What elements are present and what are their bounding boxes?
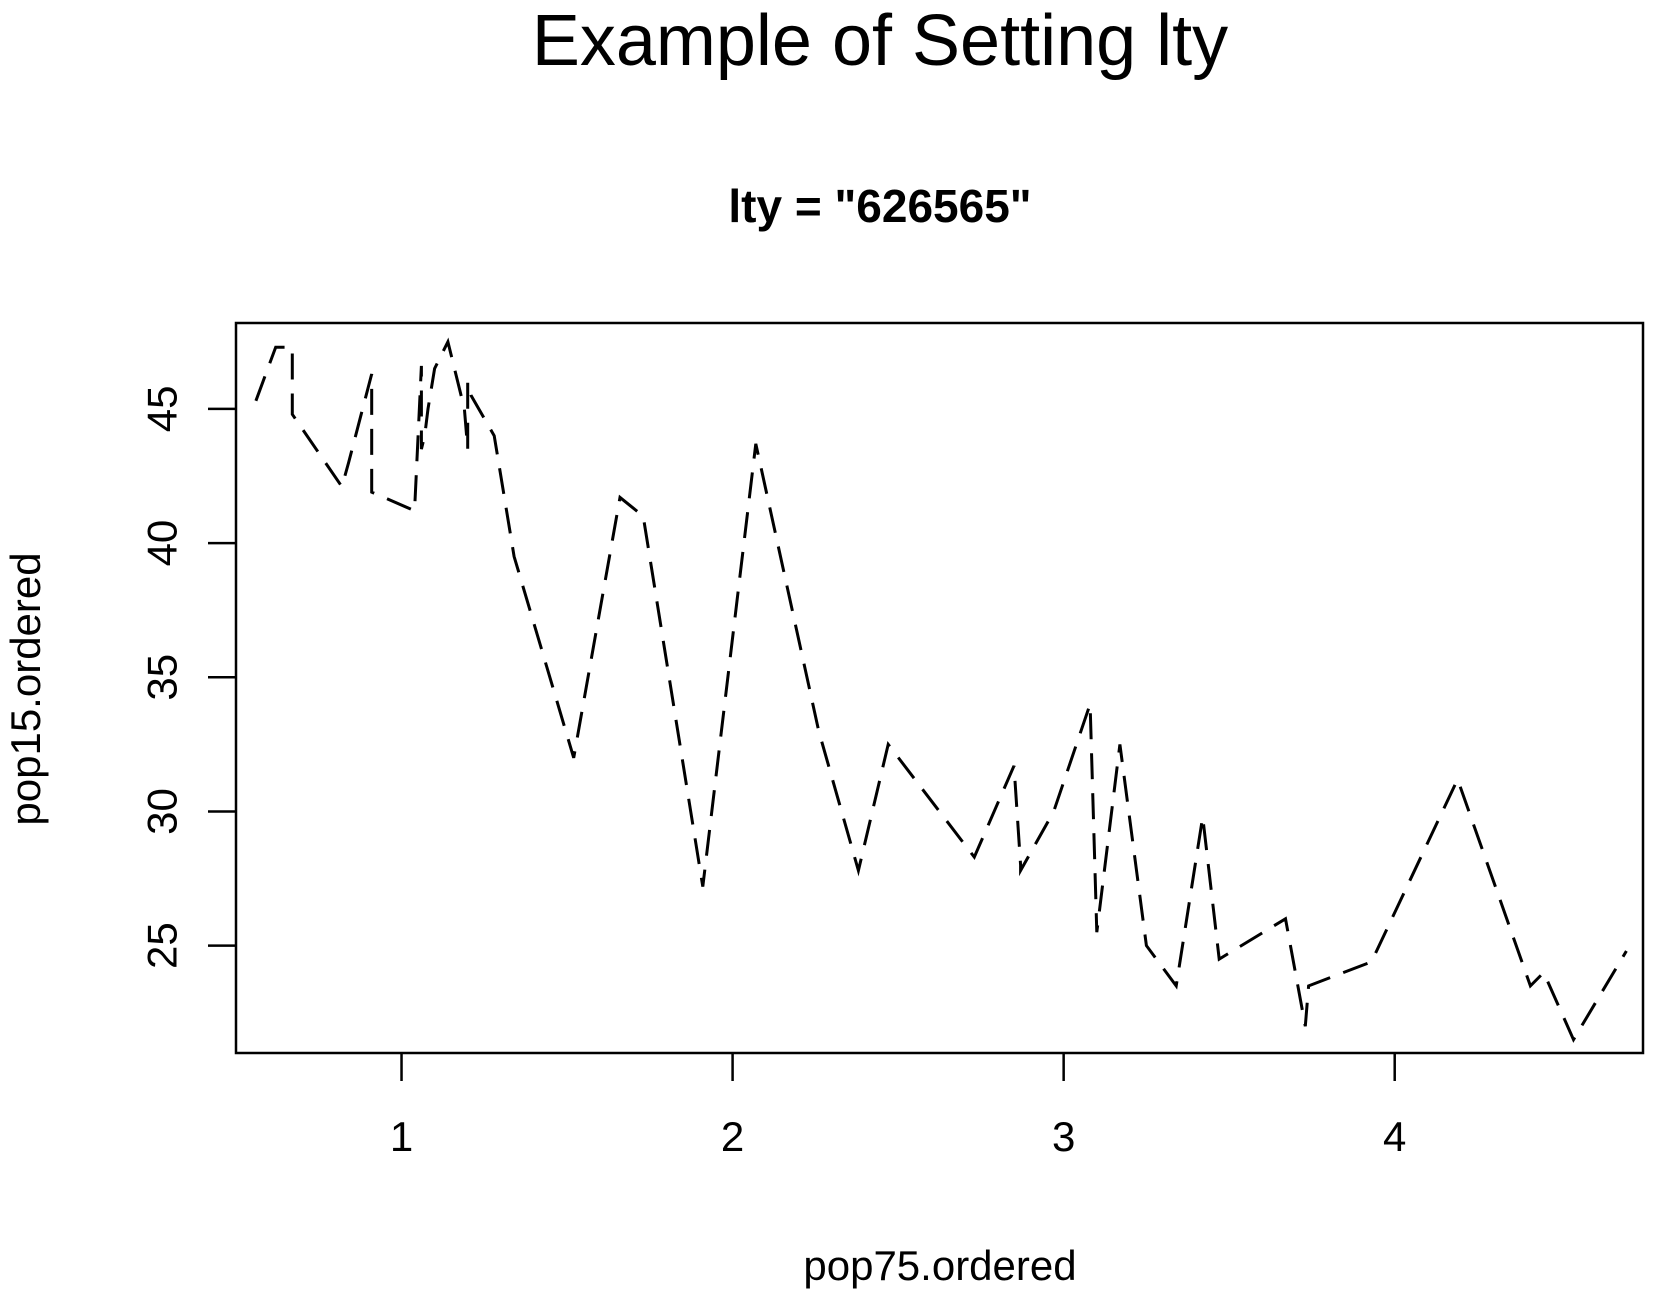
plot-frame	[234, 321, 1645, 1055]
x-tick-label: 4	[1383, 1113, 1406, 1160]
y-tick-label: 35	[139, 654, 186, 701]
plot-title: lty = "626565"	[728, 180, 1031, 232]
y-tick-label: 30	[139, 788, 186, 835]
figure-title: Example of Setting lty	[532, 1, 1228, 81]
x-tick-label: 1	[390, 1113, 413, 1160]
x-tick-label: 3	[1052, 1113, 1075, 1160]
x-axis: 1 2 3 4	[390, 1053, 1406, 1160]
x-axis-label: pop75.ordered	[803, 1242, 1076, 1289]
series-layer	[254, 337, 1628, 1043]
y-tick-label: 25	[139, 922, 186, 969]
series-line	[254, 337, 1628, 1043]
y-tick-label: 45	[139, 386, 186, 433]
x-tick-label: 2	[721, 1113, 744, 1160]
y-axis-label: pop15.ordered	[2, 552, 49, 825]
y-axis: 25 30 35 40 45	[139, 386, 236, 969]
y-tick-label: 40	[139, 520, 186, 567]
